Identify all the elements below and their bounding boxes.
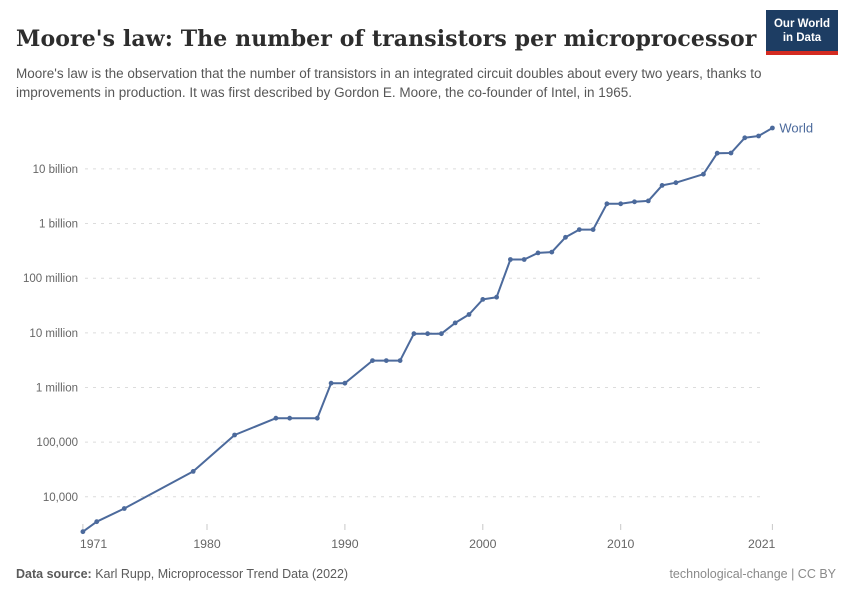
data-point-marker[interactable] xyxy=(397,358,403,363)
y-tick-label: 10 million xyxy=(29,328,78,340)
data-point-marker[interactable] xyxy=(604,201,610,207)
data-point-marker[interactable] xyxy=(370,358,375,363)
data-point-marker[interactable] xyxy=(521,257,527,262)
x-tick-label: 1980 xyxy=(193,537,221,551)
x-tick-label: 2021 xyxy=(748,537,776,551)
y-tick-label: 10 billion xyxy=(33,164,78,176)
x-tick-label: 1971 xyxy=(80,537,108,551)
data-point-marker[interactable] xyxy=(770,125,775,131)
data-point-marker[interactable] xyxy=(714,150,720,156)
y-tick-label: 10,000 xyxy=(43,492,78,504)
entity-label: World xyxy=(779,121,813,136)
chart-title: Moore's law: The number of transistors p… xyxy=(16,25,757,52)
data-source: Data source: Karl Rupp, Microprocessor T… xyxy=(16,567,348,581)
data-point-marker[interactable] xyxy=(645,198,651,204)
data-point-marker[interactable] xyxy=(466,312,472,317)
data-point-marker[interactable] xyxy=(328,380,334,386)
data-point-marker[interactable] xyxy=(563,234,568,240)
data-point-marker[interactable] xyxy=(576,227,582,233)
data-point-marker[interactable] xyxy=(232,432,238,438)
owid-logo-line2: in Data xyxy=(782,32,822,45)
data-point-marker[interactable] xyxy=(452,320,458,326)
data-point-marker[interactable] xyxy=(287,415,293,421)
x-tick-label: 2010 xyxy=(607,537,635,551)
data-point-marker[interactable] xyxy=(728,150,734,156)
y-tick-label: 100 million xyxy=(23,273,78,285)
data-point-marker[interactable] xyxy=(659,183,665,188)
data-point-marker[interactable] xyxy=(439,331,444,337)
data-point-marker[interactable] xyxy=(632,199,637,205)
data-point-marker[interactable] xyxy=(549,249,555,255)
data-point-marker[interactable] xyxy=(508,257,513,262)
data-point-marker[interactable] xyxy=(121,506,127,511)
license-note: technological-change | CC BY xyxy=(669,567,836,581)
data-point-marker[interactable] xyxy=(94,519,100,525)
data-point-marker[interactable] xyxy=(273,415,279,421)
x-tick-label: 1990 xyxy=(331,537,359,551)
data-point-marker[interactable] xyxy=(494,294,499,300)
data-point-marker[interactable] xyxy=(425,331,430,337)
series-line[interactable] xyxy=(81,127,774,533)
y-tick-label: 100,000 xyxy=(36,437,78,449)
data-point-marker[interactable] xyxy=(342,380,348,386)
x-tick-label: 2000 xyxy=(469,537,497,551)
data-point-marker[interactable] xyxy=(618,201,624,207)
owid-logo-line1: Our World xyxy=(773,18,830,30)
y-tick-label: 1 million xyxy=(36,383,78,395)
data-point-marker[interactable] xyxy=(383,358,389,363)
data-source-text: Karl Rupp, Microprocessor Trend Data (20… xyxy=(91,567,349,581)
data-point-marker[interactable] xyxy=(756,133,761,139)
data-point-marker[interactable] xyxy=(673,180,679,186)
data-point-marker[interactable] xyxy=(314,415,320,421)
data-point-marker[interactable] xyxy=(411,331,417,337)
data-source-label: Data source: xyxy=(16,567,92,581)
data-point-marker[interactable] xyxy=(535,250,541,256)
data-point-marker[interactable] xyxy=(190,469,196,474)
data-point-marker[interactable] xyxy=(701,171,706,177)
data-point-marker[interactable] xyxy=(590,227,596,233)
y-tick-label: 1 billion xyxy=(39,219,78,231)
chart-subtitle: Moore's law is the observation that the … xyxy=(16,65,762,100)
owid-logo[interactable]: Our World in Data xyxy=(766,10,838,55)
data-point-marker[interactable] xyxy=(742,135,748,141)
data-point-marker[interactable] xyxy=(480,297,486,302)
data-point-marker[interactable] xyxy=(80,529,86,535)
